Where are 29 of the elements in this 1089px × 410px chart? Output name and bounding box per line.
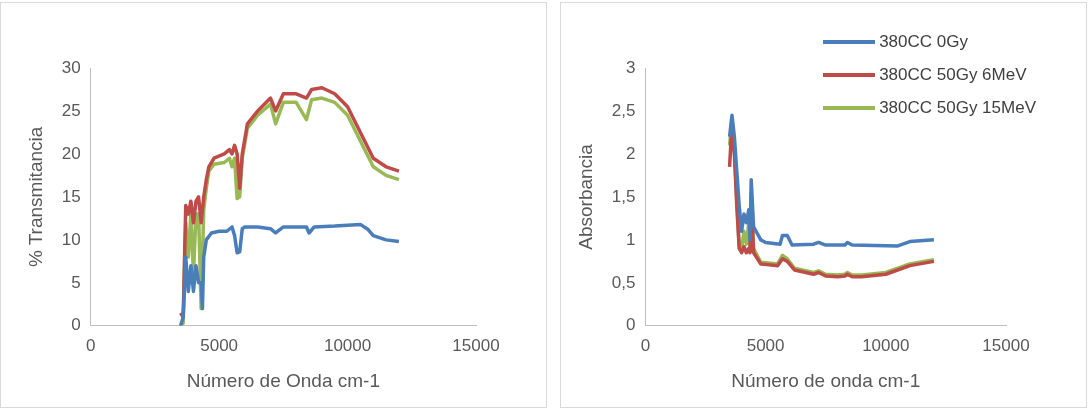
y-tick-label: 10 <box>61 229 81 249</box>
y-tick-label: 0,5 <box>611 272 636 292</box>
legend-label: 380CC 0Gy <box>879 31 968 52</box>
y-tick-label: 0 <box>71 315 81 335</box>
x-tick-label: 10000 <box>323 335 372 355</box>
y-tick-label: 0 <box>625 315 636 335</box>
y-tick-label: 1 <box>625 229 636 249</box>
legend-label: 380CC 50Gy 6MeV <box>879 64 1027 85</box>
x-axis-title: Número de onda cm-1 <box>731 369 921 391</box>
y-tick-label: 25 <box>61 100 81 120</box>
y-tick-label: 30 <box>61 57 81 77</box>
y-tick-label: 2,5 <box>611 100 636 120</box>
x-tick-label: 15000 <box>452 335 500 355</box>
y-tick-label: 15 <box>61 186 81 206</box>
x-tick-label: 0 <box>640 335 651 355</box>
legend-label: 380CC 50Gy 15MeV <box>879 97 1036 118</box>
y-tick-label: 20 <box>61 143 81 163</box>
y-axis-title: Absorbancia <box>574 143 596 250</box>
y-axis-title: % Transmitancia <box>24 126 46 268</box>
x-tick-label: 0 <box>85 335 96 355</box>
y-tick-label: 5 <box>71 272 81 292</box>
x-tick-label: 15000 <box>982 335 1030 355</box>
y-tick-label: 3 <box>625 57 636 77</box>
y-tick-label: 1,5 <box>611 186 636 206</box>
x-tick-label: 5000 <box>746 335 785 355</box>
x-tick-label: 5000 <box>200 335 239 355</box>
x-axis-title: Número de Onda cm-1 <box>186 369 380 391</box>
x-tick-label: 10000 <box>862 335 910 355</box>
y-tick-label: 2 <box>625 143 636 163</box>
